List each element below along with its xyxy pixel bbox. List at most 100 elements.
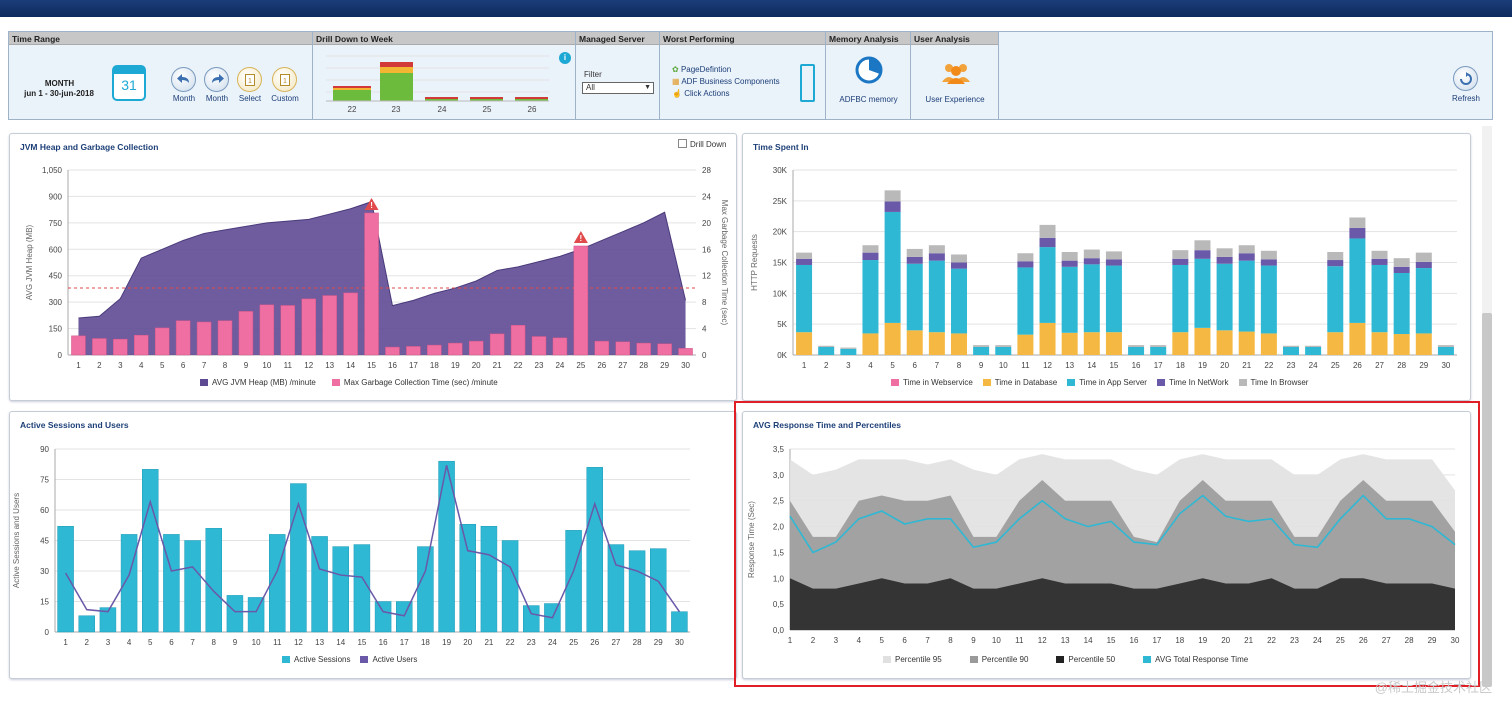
x-tick-label: 26 [590,638,599,647]
legend-item: AVG JVM Heap (MB) /minute [200,378,316,387]
calendar-select-icon[interactable]: 1 [237,67,262,92]
refresh-label[interactable]: Refresh [1451,94,1480,103]
x-tick-label: 21 [493,361,502,370]
week-mini-chart[interactable]: 22 23 24 25 26 [321,48,561,118]
session-bar [628,550,646,633]
y-tick-label: 3,0 [773,471,785,480]
arrow-right-icon[interactable] [204,67,229,92]
x-tick-label: 22 [1267,636,1276,645]
x-tick-label: 10 [252,638,261,647]
stacked-bar-segment [1105,251,1122,260]
x-tick-label: 9 [971,636,976,645]
x-tick-label: 5 [148,638,153,647]
click-actions-link[interactable]: ☝ Click Actions [672,89,730,98]
refresh-icon[interactable] [1453,66,1478,91]
gc-bar [594,340,610,356]
stacked-bar-segment [1017,253,1034,262]
stacked-bar-segment [818,345,835,347]
users-line [64,465,681,619]
x-tick-label: 1 [788,636,793,645]
x-tick-label: 30 [675,638,684,647]
custom-label[interactable]: Custom [271,94,299,103]
gc-bar [154,327,170,356]
stacked-bar-segment [840,348,857,355]
y-tick-label: 2,5 [773,497,785,506]
adfbc-memory-label[interactable]: ADFBC memory [839,95,898,104]
stacked-bar-segment [973,345,990,347]
calendar-icon[interactable]: 31 [112,65,146,101]
stacked-bar-segment [1437,346,1454,355]
stacked-bar-segment [1393,266,1410,273]
server-filter-select[interactable]: All ▼ [582,82,654,94]
page-definition-link[interactable]: ✿ PageDefintion [672,65,731,74]
y2-axis-title: Max Garbage Collection Time (sec) [720,200,729,326]
stacked-bar-segment [928,245,945,254]
gc-bar [322,295,337,356]
x-tick-label: 24 [1309,361,1318,370]
stacked-bar-segment [995,345,1012,347]
users-icon[interactable] [941,62,971,84]
response-panel: AVG Response Time and Percentiles 0,0 0,5… [742,411,1471,679]
y-tick-label: 900 [49,192,63,201]
x-tick-label: 18 [1176,361,1185,370]
x-tick-label: 7 [190,638,195,647]
y-tick-label: 2,0 [773,523,785,532]
stacked-bar-segment [1349,322,1366,355]
period-label: MONTH [44,79,75,88]
session-bar [650,548,667,633]
gc-bar [406,346,421,356]
pie-chart-icon[interactable] [855,56,883,84]
info-icon[interactable]: i [559,52,571,64]
legend-item: Time In Browser [1238,378,1308,387]
session-bar [142,469,159,633]
gc-bar [71,335,86,356]
gc-bar [134,334,149,356]
legend-item: Percentile 95 [883,655,942,664]
calendar-custom-icon[interactable]: 1 [272,67,297,92]
gc-bar [636,342,651,356]
heap-area [78,201,686,355]
scrollbar-thumb[interactable] [1482,313,1492,687]
stacked-bar-segment [1238,245,1255,254]
stacked-bar-segment [1083,332,1100,355]
stacked-bar-segment [818,346,835,355]
session-bar [247,597,265,633]
session-bar [501,540,519,633]
prev-month-label[interactable]: Month [172,94,196,103]
adf-bc-link[interactable]: ▦ ADF Business Components [672,77,780,86]
arrow-left-icon[interactable] [171,67,196,92]
session-bar [417,546,434,633]
x-tick-label: 1 [63,638,68,647]
stacked-bar-segment [928,332,945,355]
drill-down-checkbox[interactable]: Drill Down [678,139,726,149]
y-axis-title: HTTP Requests [750,234,759,291]
user-experience-label[interactable]: User Experience [925,95,985,104]
x-tick-label: 26 [597,361,606,370]
y-tick-label: 600 [49,245,63,254]
x-tick-label: 5 [890,361,895,370]
week-label: 26 [528,105,537,114]
next-month-label[interactable]: Month [205,94,229,103]
stacked-bar-segment [1327,252,1344,261]
select-label[interactable]: Select [238,94,262,103]
x-tick-label: 17 [400,638,409,647]
x-tick-label: 6 [169,638,174,647]
stacked-bar-segment [906,330,923,355]
session-bar [205,528,222,633]
x-tick-label: 30 [1451,636,1460,645]
x-tick-label: 28 [1405,636,1414,645]
stacked-bar-segment [1415,333,1432,355]
stacked-bar-segment [1238,260,1255,332]
gc-bar [427,344,442,356]
stacked-bar-segment [1393,334,1410,355]
x-tick-label: 16 [1130,636,1139,645]
expand-icon[interactable] [800,64,815,102]
stacked-bar-segment [1415,252,1432,262]
x-tick-label: 22 [514,361,523,370]
gc-bar [552,337,568,356]
stacked-bar-segment [906,256,923,264]
stacked-bar-segment [1194,250,1211,259]
x-tick-label: 1 [802,361,807,370]
stacked-bar-segment [1415,268,1432,334]
